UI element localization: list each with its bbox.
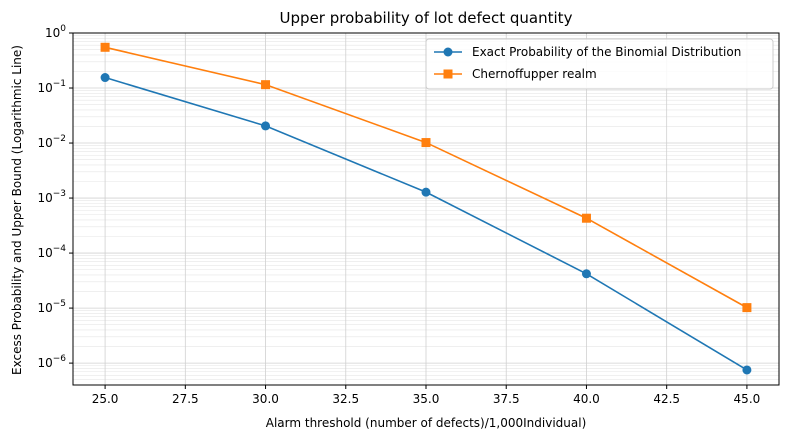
- plot-frame: [72, 32, 780, 386]
- y-tick-label: 100: [45, 24, 66, 40]
- data-point: [261, 121, 271, 131]
- data-point: [742, 365, 752, 375]
- y-tick-label: 10−4: [37, 244, 66, 260]
- y-tick-label: 10−6: [37, 354, 66, 370]
- x-tick-label: 37.5: [493, 392, 520, 406]
- legend-marker: [443, 47, 453, 57]
- series-1: [100, 73, 752, 375]
- x-tick-label: 27.5: [172, 392, 199, 406]
- x-tick-label: 25.0: [92, 392, 119, 406]
- legend-label: Exact Probability of the Binomial Distri…: [472, 45, 741, 59]
- legend-box: [425, 38, 774, 90]
- y-tick-label: 10−5: [37, 299, 66, 315]
- data-point: [421, 187, 431, 197]
- x-axis-ticks: 25.0 27.5 30.0 32.5 35.0 37.5 40.0 42.5 45.0: [92, 385, 761, 406]
- x-tick-label: 35.0: [413, 392, 440, 406]
- x-tick-label: 30.0: [252, 392, 279, 406]
- x-tick-label: 45.0: [734, 392, 761, 406]
- y-tick-label: 10−1: [37, 79, 66, 95]
- data-point: [421, 138, 431, 148]
- data-point: [581, 269, 591, 279]
- x-tick-label: 42.5: [653, 392, 680, 406]
- series-group: [100, 42, 752, 375]
- y-axis-ticks: 100 10−1 10−2 10−3 10−4 10−5 10−6: [37, 24, 73, 370]
- data-point: [100, 42, 110, 52]
- y-tick-label: 10−2: [37, 134, 66, 150]
- y-axis-label: Excess Probability and Upper Bound (Loga…: [10, 45, 24, 375]
- series-2: [100, 42, 752, 313]
- x-axis-label: Alarm threshold (number of defects)/1,00…: [266, 416, 587, 430]
- legend: Exact Probability of the Binomial Distri…: [425, 38, 774, 90]
- data-point: [581, 213, 591, 223]
- chart-title: Upper probability of lot defect quantity: [280, 9, 573, 27]
- data-point: [261, 80, 271, 90]
- x-tick-label: 32.5: [332, 392, 359, 406]
- y-tick-label: 10−3: [37, 189, 66, 205]
- x-tick-label: 40.0: [573, 392, 600, 406]
- data-point: [100, 73, 110, 83]
- data-point: [742, 303, 752, 313]
- legend-marker: [443, 69, 453, 79]
- legend-label: Chernoffupper realm: [472, 67, 597, 81]
